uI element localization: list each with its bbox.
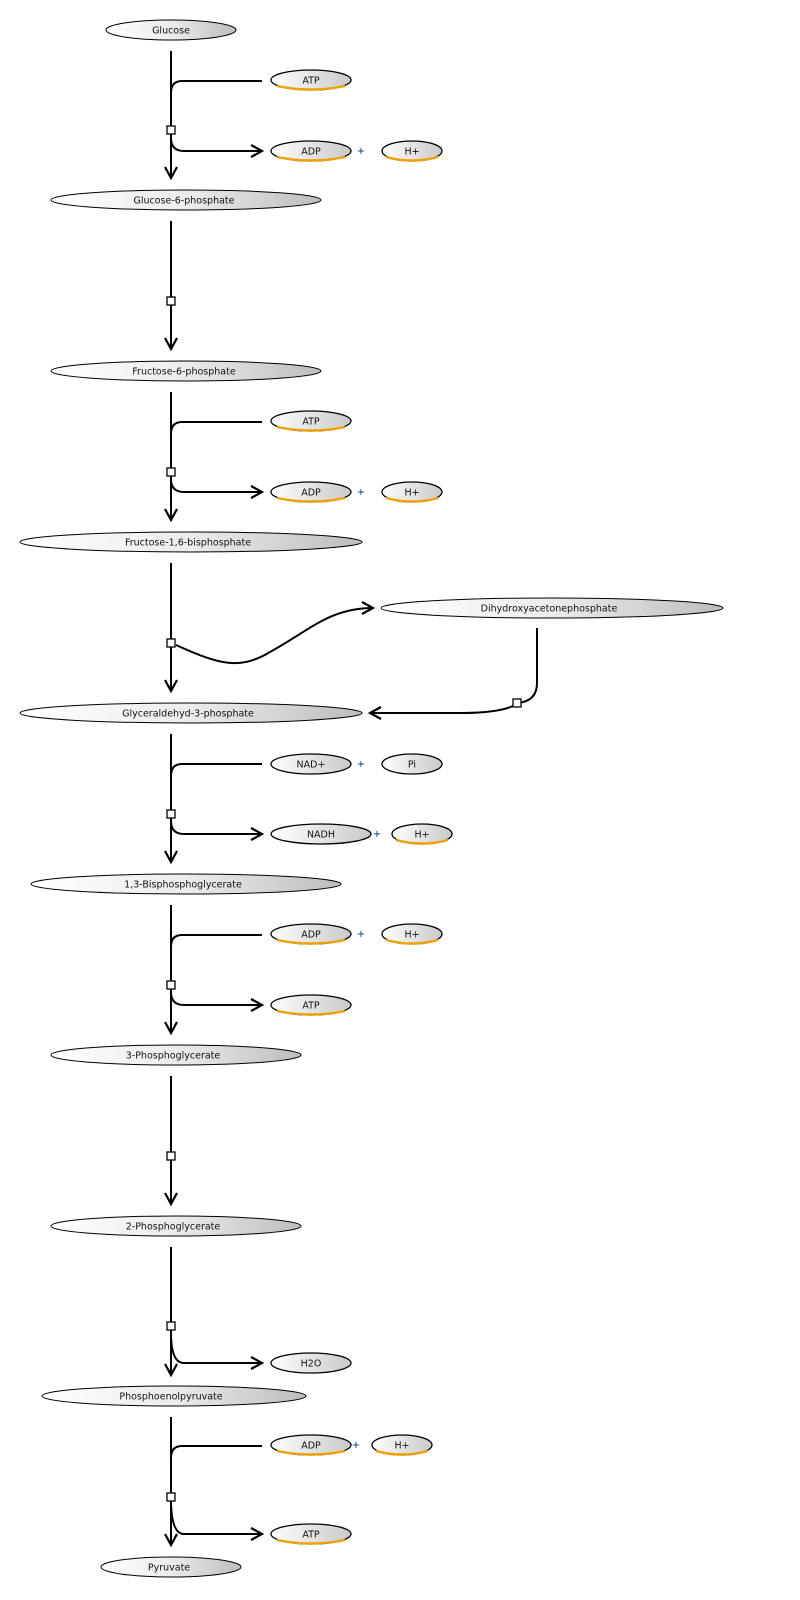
cofactor-atp-r10-label: ATP: [302, 1530, 320, 1541]
edge-nad-consumed-r6: [170, 763, 262, 777]
reaction-node-hexokinase[interactable]: [166, 125, 176, 135]
plus-sign-r3: +: [357, 487, 365, 498]
node-dihydroxyacetonephosphate[interactable]: Dihydroxyacetonephosphate: [380, 597, 724, 619]
cofactor-atp-r1[interactable]: ATP: [270, 69, 352, 91]
cofactor-nodes: ATP ADP + H+ ATP ADP + H+: [270, 69, 453, 1545]
edge-adp-consumed-r7: [170, 934, 262, 948]
reaction-node-phosphofructokinase[interactable]: [166, 467, 176, 477]
cofactor-adp-r10-label: ADP: [301, 1441, 321, 1452]
node-1-3-bisphosphoglycerate[interactable]: 1,3-Bisphosphoglycerate: [30, 873, 342, 895]
node-3-phosphoglycerate[interactable]: 3-Phosphoglycerate: [50, 1044, 302, 1066]
cofactor-h-r3-label: H+: [404, 488, 419, 499]
cofactor-h-r1-label: H+: [404, 147, 419, 158]
node-fructose-1-6-bisphosphate[interactable]: Fructose-1,6-bisphosphate: [19, 531, 363, 553]
cofactor-adp-r3-label: ADP: [301, 488, 321, 499]
cofactor-h-r10[interactable]: H+: [371, 1434, 433, 1456]
plus-sign-r10: +: [352, 1440, 360, 1451]
edge-atp-consumed-r1: [170, 80, 262, 94]
cofactor-atp-r10[interactable]: ATP: [270, 1523, 352, 1545]
cofactor-pi-r6[interactable]: Pi: [381, 753, 443, 775]
node-2-phosphoglycerate[interactable]: 2-Phosphoglycerate: [50, 1215, 302, 1237]
edge-atp-produced-r10: [170, 1498, 262, 1534]
edge-nadh-produced-r6: [170, 820, 262, 834]
edge-adp-consumed-r10: [170, 1445, 262, 1459]
cofactor-nad-r6[interactable]: NAD+: [270, 753, 352, 775]
reaction-node-phosphoglycerate-kinase[interactable]: [166, 980, 176, 990]
plus-sign-r7: +: [357, 929, 365, 940]
reaction-node-pyruvate-kinase[interactable]: [166, 1492, 176, 1502]
cofactor-nad-r6-label: NAD+: [297, 760, 326, 771]
reaction-node-enolase[interactable]: [166, 1321, 176, 1331]
node-glucose-6-phosphate[interactable]: Glucose-6-phosphate: [50, 189, 322, 211]
cofactor-h-r6-label: H+: [414, 830, 429, 841]
cofactor-h2o-r9-label: H2O: [301, 1359, 322, 1370]
cofactor-adp-r1[interactable]: ADP: [270, 140, 352, 162]
cofactor-adp-r7-label: ADP: [301, 930, 321, 941]
cofactor-adp-r7[interactable]: ADP: [270, 923, 352, 945]
node-3pg-label: 3-Phosphoglycerate: [126, 1051, 221, 1062]
cofactor-nadh-r6-label: NADH: [307, 830, 335, 841]
cofactor-pi-r6-label: Pi: [408, 760, 416, 771]
cofactor-h-r7[interactable]: H+: [381, 923, 443, 945]
node-dhap-label: Dihydroxyacetonephosphate: [481, 604, 618, 615]
node-bpg-label: 1,3-Bisphosphoglycerate: [124, 880, 242, 891]
cofactor-h-r6[interactable]: H+: [391, 823, 453, 845]
node-pyruvate-label: Pyruvate: [148, 1563, 190, 1574]
node-glyceraldehyd-3-phosphate[interactable]: Glyceraldehyd-3-phosphate: [19, 702, 363, 724]
plus-sign-r6a: +: [357, 759, 365, 770]
cofactor-nadh-r6[interactable]: NADH: [270, 823, 372, 845]
node-pep-label: Phosphoenolpyruvate: [119, 1392, 222, 1403]
node-f6p-label: Fructose-6-phosphate: [132, 367, 236, 378]
cofactor-h-r10-label: H+: [394, 1441, 409, 1452]
node-phosphoenolpyruvate[interactable]: Phosphoenolpyruvate: [41, 1385, 307, 1407]
cofactor-adp-r10[interactable]: ADP: [270, 1434, 352, 1456]
node-2pg-label: 2-Phosphoglycerate: [126, 1222, 221, 1233]
node-fructose-6-phosphate[interactable]: Fructose-6-phosphate: [50, 360, 322, 382]
plus-sign-r1: +: [357, 146, 365, 157]
reaction-node-phosphoglucose-isomerase[interactable]: [166, 296, 176, 306]
cofactor-adp-r3[interactable]: ADP: [270, 481, 352, 503]
cofactor-h-r7-label: H+: [404, 930, 419, 941]
reaction-edges: [170, 51, 538, 1545]
node-glucose[interactable]: Glucose: [105, 19, 237, 41]
node-g6p-label: Glucose-6-phosphate: [133, 196, 234, 207]
metabolite-nodes: Glucose Glucose-6-phosphate Fructose-6-p…: [19, 19, 724, 1578]
edge-atp-produced-r7: [170, 991, 262, 1005]
reaction-node-aldolase[interactable]: [166, 638, 176, 648]
edge-fbp-to-dhap: [175, 608, 373, 665]
cofactor-atp-r1-label: ATP: [302, 76, 320, 87]
reaction-node-phosphoglycerate-mutase[interactable]: [166, 1151, 176, 1161]
plus-sign-r6b: +: [373, 829, 381, 840]
node-pyruvate[interactable]: Pyruvate: [100, 1556, 242, 1578]
cofactor-h-r1[interactable]: H+: [381, 140, 443, 162]
edge-adp-produced-r3: [170, 478, 262, 492]
edge-atp-consumed-r3: [170, 421, 262, 435]
cofactor-adp-r1-label: ADP: [301, 147, 321, 158]
cofactor-atp-r3[interactable]: ATP: [270, 410, 352, 432]
reaction-nodes: [166, 125, 522, 1502]
reaction-node-triosephosphate-isomerase[interactable]: [512, 698, 522, 708]
node-gap-label: Glyceraldehyd-3-phosphate: [122, 709, 254, 720]
node-glucose-label: Glucose: [152, 26, 190, 37]
cofactor-atp-r3-label: ATP: [302, 417, 320, 428]
cofactor-h-r3[interactable]: H+: [381, 481, 443, 503]
edge-adp-produced-r1: [170, 137, 262, 151]
edge-h2o-produced-r9: [170, 1332, 262, 1363]
cofactor-atp-r7-label: ATP: [302, 1001, 320, 1012]
edge-dhap-to-gap: [370, 628, 538, 713]
node-fbp-label: Fructose-1,6-bisphosphate: [125, 538, 251, 549]
reaction-node-gapdh[interactable]: [166, 809, 176, 819]
cofactor-h2o-r9[interactable]: H2O: [270, 1352, 352, 1374]
cofactor-atp-r7[interactable]: ATP: [270, 994, 352, 1016]
